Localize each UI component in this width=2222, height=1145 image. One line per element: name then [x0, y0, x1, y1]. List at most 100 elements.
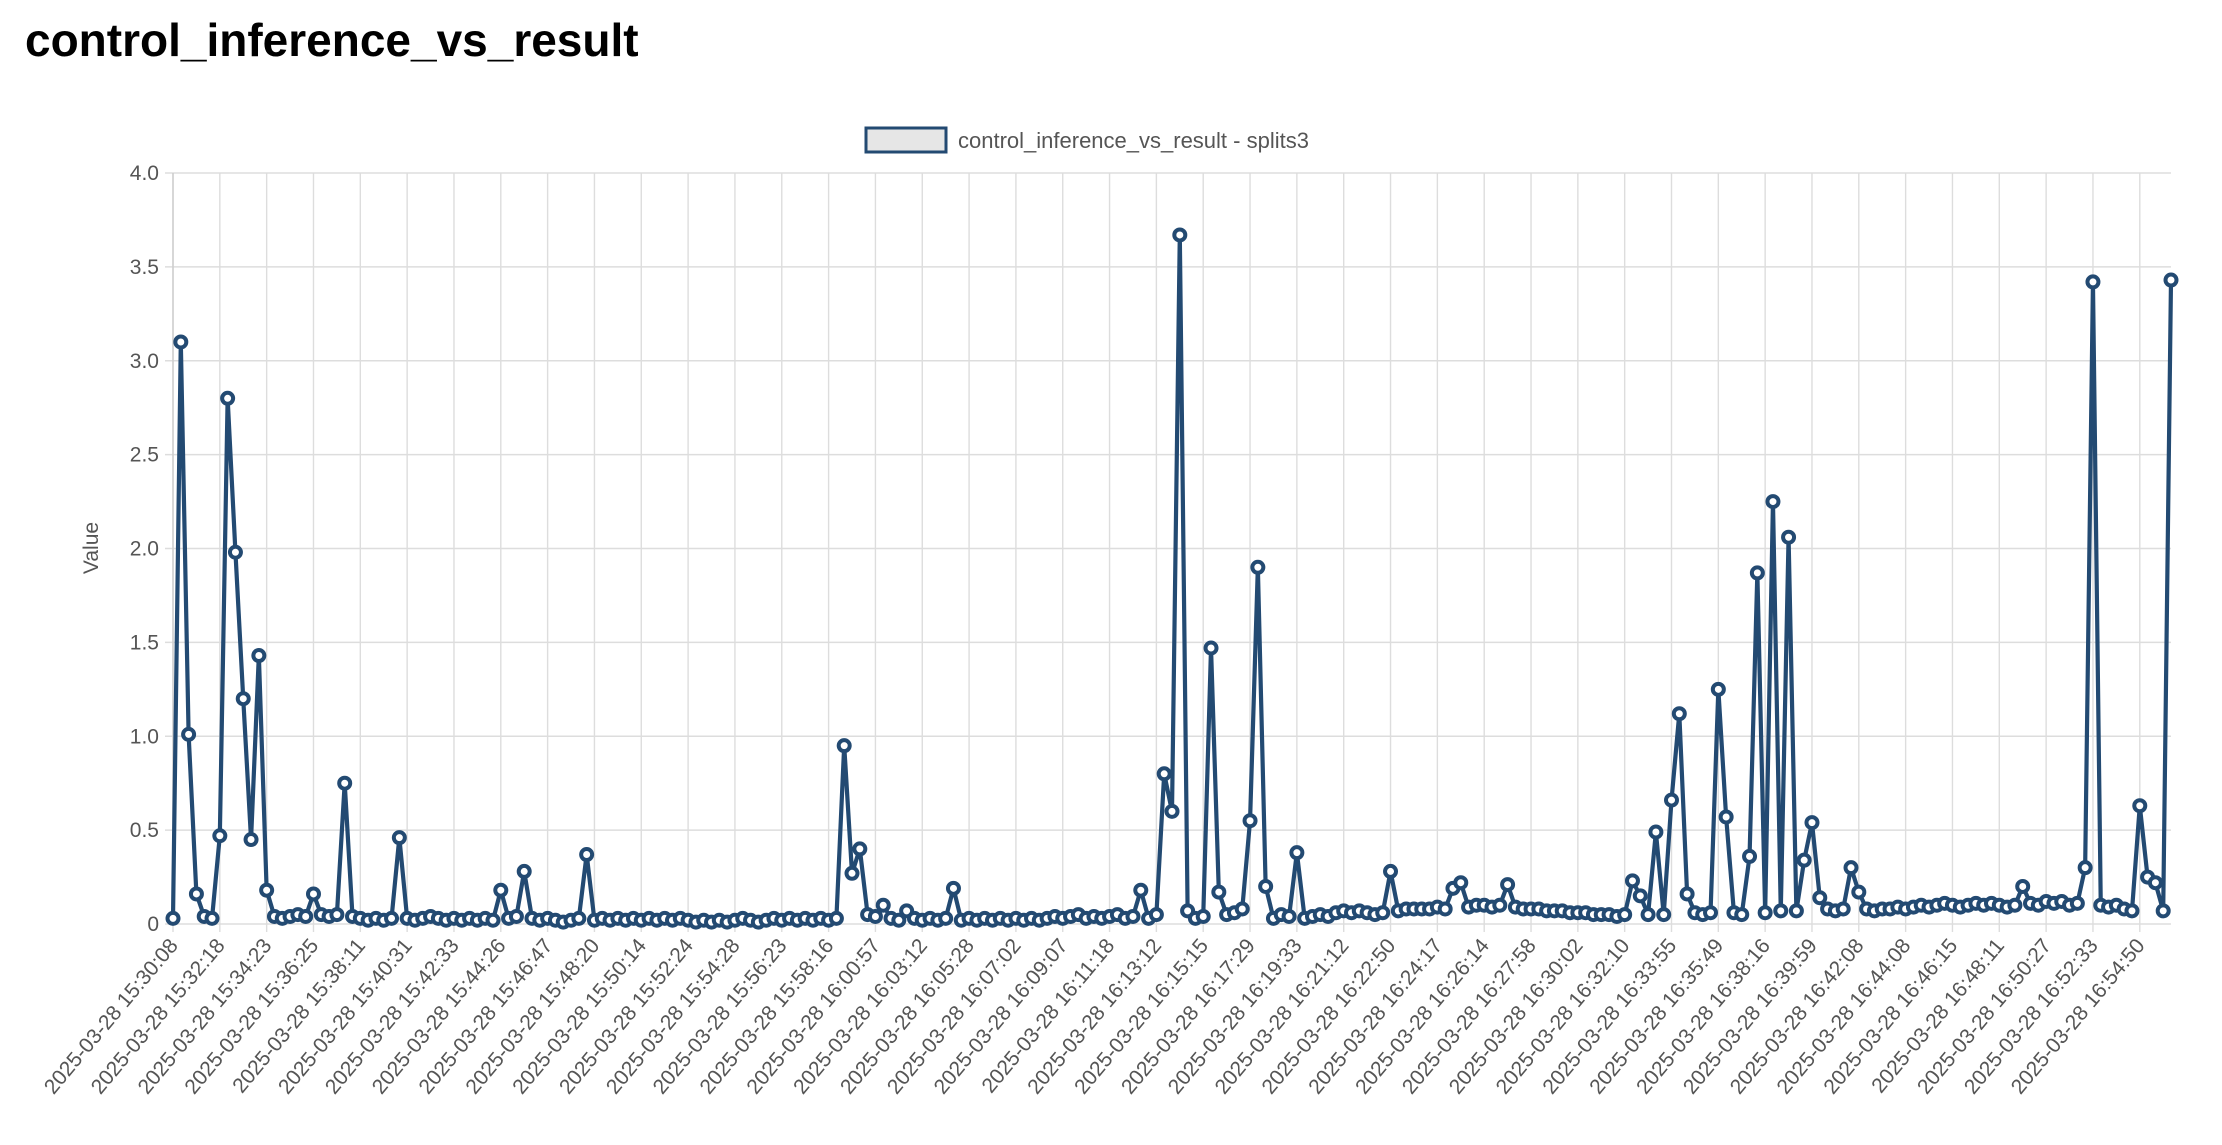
data-point: [891, 912, 907, 928]
data-point: [1710, 681, 1726, 697]
data-point: [1812, 890, 1828, 906]
data-point: [938, 910, 954, 926]
grid: [165, 172, 2171, 932]
data-point: [1664, 792, 1679, 808]
data-point: [836, 738, 852, 754]
y-tick-label: 2.0: [130, 538, 159, 561]
data-point: [1796, 852, 1812, 868]
data-point: [1125, 908, 1141, 924]
data-point: [945, 880, 961, 896]
data-point: [1203, 640, 1219, 656]
data-point: [173, 334, 189, 350]
data-point: [2132, 798, 2148, 814]
data-point: [1851, 884, 1867, 900]
data-point: [1195, 908, 1211, 924]
y-tick-label: 0: [147, 913, 159, 936]
data-point: [204, 910, 220, 926]
data-point: [2069, 895, 2085, 911]
data-point: [1773, 903, 1789, 919]
data-point: [1835, 901, 1851, 917]
data-point: [1788, 903, 1804, 919]
data-point: [227, 544, 243, 560]
data-point: [1757, 905, 1773, 921]
legend: control_inference_vs_result - splits3: [864, 126, 1309, 154]
data-point: [867, 908, 883, 924]
y-tick-label: 1.0: [130, 725, 159, 748]
legend-label: control_inference_vs_result - splits3: [958, 128, 1309, 153]
data-point: [1156, 766, 1172, 782]
data-point: [1133, 882, 1149, 898]
data-point: [1242, 813, 1258, 829]
data-point: [384, 910, 400, 926]
data-point: [1804, 815, 1820, 831]
data-point: [1648, 824, 1664, 840]
y-axis-label: Value: [80, 522, 103, 574]
data-point: [235, 691, 251, 707]
y-tick-label: 3.0: [130, 350, 159, 373]
data-point: [844, 865, 860, 881]
data-point: [485, 912, 501, 928]
data-point: [1375, 905, 1391, 921]
data-point: [571, 910, 587, 926]
data-point: [391, 830, 407, 846]
data-point: [329, 907, 345, 923]
data-point: [828, 910, 844, 926]
data-point: [2015, 878, 2031, 894]
data-point: [1500, 877, 1516, 893]
data-point: [1734, 907, 1750, 923]
data-point: [493, 882, 509, 898]
data-point: [2007, 897, 2023, 913]
data-point: [259, 882, 275, 898]
data-point: [508, 908, 524, 924]
data-point: [579, 847, 595, 863]
data-point: [165, 910, 181, 926]
data-point: [251, 648, 267, 664]
data-point: [2085, 274, 2101, 290]
data-point: [1617, 907, 1633, 923]
data-point: [1742, 848, 1758, 864]
data-point: [1250, 559, 1266, 575]
data-point: [875, 897, 891, 913]
data-point: [1172, 227, 1188, 243]
data-point: [1437, 901, 1453, 917]
data-point: [852, 841, 868, 857]
y-tick-label: 4.0: [130, 162, 159, 185]
data-point: [1703, 905, 1719, 921]
data-point: [1624, 873, 1640, 889]
data-point: [1671, 706, 1687, 722]
y-tick-label: 1.5: [130, 631, 159, 654]
data-point: [516, 863, 532, 879]
data-point: [1383, 863, 1399, 879]
data-point: [1632, 888, 1648, 904]
data-point: [1781, 529, 1797, 545]
data-point: [2077, 860, 2093, 876]
data-point: [1289, 845, 1305, 861]
series-line: [170, 232, 2174, 925]
data-point: [2163, 272, 2179, 288]
data-point: [1492, 897, 1508, 913]
legend-swatch: [864, 126, 948, 154]
data-point: [181, 726, 197, 742]
data-point: [337, 775, 353, 791]
data-point: [1211, 884, 1227, 900]
data-point: [1164, 803, 1180, 819]
data-point: [220, 390, 236, 406]
data-point: [1679, 886, 1695, 902]
data-point: [1656, 907, 1672, 923]
data-point: [2147, 875, 2163, 891]
data-point: [1843, 860, 1859, 876]
data-point: [2155, 903, 2171, 919]
data-point: [2124, 903, 2140, 919]
data-point: [305, 886, 321, 902]
y-tick-label: 2.5: [130, 444, 159, 467]
data-point: [1453, 875, 1469, 891]
data-point: [1148, 907, 1164, 923]
data-point: [1640, 907, 1656, 923]
data-point: [1234, 901, 1250, 917]
data-point: [243, 832, 259, 848]
data-point: [1258, 878, 1274, 894]
data-point: [1765, 494, 1781, 510]
data-point: [212, 828, 228, 844]
chart-title: control_inference_vs_result: [25, 14, 639, 66]
